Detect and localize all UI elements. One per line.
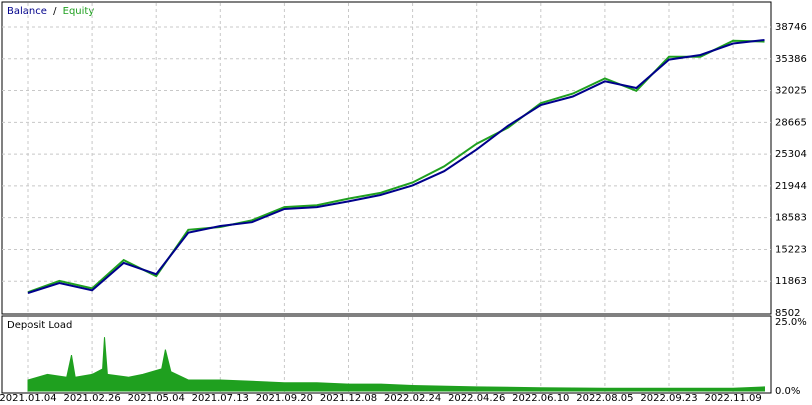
y-tick-label: 15223 (775, 244, 807, 255)
legend-balance: Balance (7, 6, 47, 17)
load-title: Deposit Load (7, 320, 72, 331)
load-area (27, 337, 765, 392)
y-tick-label: 18583 (775, 213, 807, 224)
legend: Balance / Equity (7, 6, 94, 17)
y-tick-label: 8502 (775, 308, 800, 319)
y-tick-label: 21944 (775, 181, 807, 192)
x-tick-label: 2021.05.04 (128, 393, 185, 404)
y-tick-label: 28665 (775, 117, 807, 128)
x-tick-label: 2021.09.20 (256, 393, 313, 404)
legend-equity: Equity (63, 6, 95, 17)
line-equity (27, 39, 765, 294)
y-tick-label: 11863 (775, 276, 807, 287)
y-tick-label: 38746 (775, 22, 807, 33)
y-tick-label: 35386 (775, 54, 807, 65)
y-tick-label: 25.0% (775, 317, 807, 328)
x-tick-label: 2022.11.09 (704, 393, 761, 404)
x-tick-label: 2021.02.26 (63, 393, 120, 404)
line-balance (27, 39, 765, 294)
x-tick-label: 2021.01.04 (0, 393, 57, 404)
x-tick-label: 2022.02.24 (384, 393, 441, 404)
y-tick-label: 32025 (775, 86, 807, 97)
load-panel (1, 315, 772, 394)
x-tick-label: 2022.09.23 (640, 393, 697, 404)
y-tick-label: 0.0% (775, 386, 800, 397)
legend-separator: / (53, 6, 57, 17)
x-tick-label: 2022.08.05 (576, 393, 633, 404)
main-panel (1, 1, 772, 315)
x-tick-label: 2021.07.13 (192, 393, 249, 404)
y-tick-label: 25304 (775, 149, 807, 160)
x-tick-label: 2022.06.10 (512, 393, 569, 404)
x-tick-label: 2021.12.08 (320, 393, 377, 404)
x-tick-label: 2022.04.26 (448, 393, 505, 404)
